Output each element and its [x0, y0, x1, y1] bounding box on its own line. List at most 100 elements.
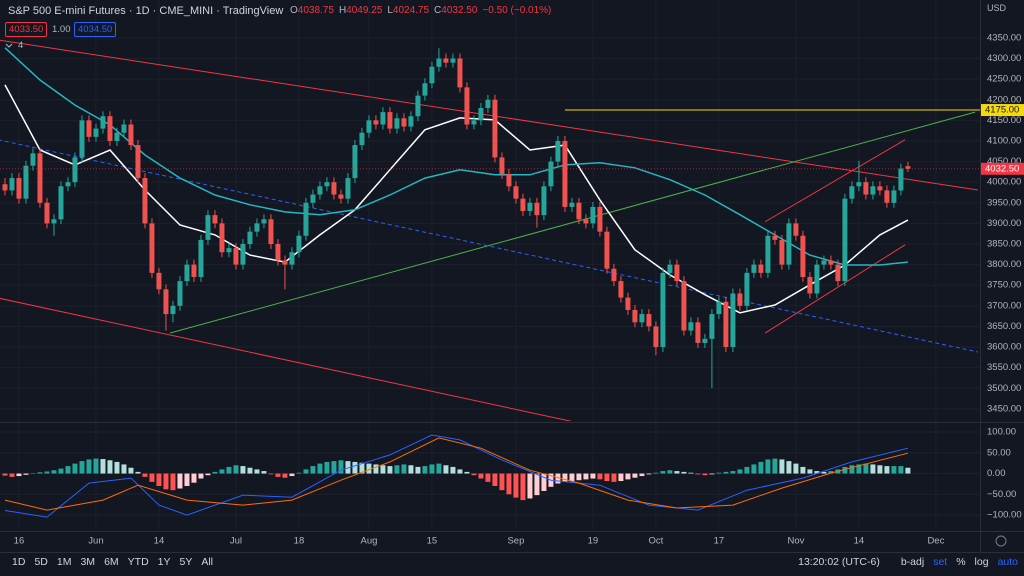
- x-tick-label: 18: [294, 536, 305, 547]
- option-button[interactable]: %: [956, 556, 966, 568]
- candle-body: [821, 260, 827, 265]
- macd-histogram-bar: [142, 473, 148, 477]
- range-button[interactable]: 3M: [80, 556, 96, 568]
- macd-histogram-bar: [492, 473, 498, 487]
- legend-value: 4024.75: [392, 5, 430, 16]
- candle-body: [2, 184, 8, 191]
- y-tick-label: 3650.00: [987, 321, 1021, 332]
- candle-body: [765, 235, 771, 273]
- candle-body: [296, 235, 302, 253]
- trend-line: [0, 139, 979, 353]
- candle-body: [254, 223, 260, 232]
- macd-histogram-bar: [786, 461, 792, 474]
- x-tick-label: Dec: [927, 536, 944, 547]
- macd-histogram-bar: [513, 473, 519, 498]
- candle-body: [198, 239, 204, 277]
- candle-body: [359, 132, 365, 146]
- y-tick-label: 3500.00: [987, 383, 1021, 394]
- range-button[interactable]: 5D: [34, 556, 48, 568]
- macd-histogram-bar: [765, 459, 771, 474]
- candle-body: [492, 99, 498, 158]
- moving-average: [4, 47, 908, 266]
- candle-body: [464, 87, 470, 125]
- candle-body: [870, 186, 876, 195]
- macd-histogram-bar: [478, 473, 484, 479]
- option-button[interactable]: b-adj: [900, 556, 925, 568]
- settings-icon[interactable]: [995, 535, 1007, 547]
- collapse-icon[interactable]: [5, 43, 13, 48]
- macd-histogram-bar: [702, 473, 708, 476]
- range-button[interactable]: All: [201, 556, 214, 568]
- candle-body: [282, 260, 288, 265]
- candle-body: [793, 223, 799, 236]
- candle-body: [471, 120, 477, 125]
- option-button[interactable]: auto: [997, 556, 1018, 568]
- candle-body: [303, 202, 309, 236]
- range-button[interactable]: 5Y: [179, 556, 193, 568]
- x-tick-label: 14: [854, 536, 865, 547]
- macd-pane: [2, 434, 911, 518]
- option-button[interactable]: set: [933, 556, 948, 568]
- sell-button[interactable]: 4033.50: [5, 22, 48, 37]
- macd-histogram-bar: [653, 472, 659, 474]
- macd-histogram-bar: [240, 466, 246, 474]
- range-toolbar: 1D 5D 1M 3M 6M YTD 1Y 5Y All: [12, 556, 213, 568]
- currency[interactable]: USD: [987, 3, 1007, 13]
- macd-histogram-bar: [30, 473, 36, 474]
- candle-body: [611, 268, 617, 282]
- macd-histogram-bar: [2, 473, 8, 476]
- candle-body: [485, 99, 491, 108]
- candle-body: [772, 235, 778, 240]
- candle-body: [835, 264, 841, 282]
- candle-body: [849, 186, 855, 199]
- y-tick-label: −50.00: [987, 489, 1016, 500]
- symbol-title: S&P 500 E-mini Futures · 1D · CME_MINI ·…: [8, 5, 284, 17]
- candle-body: [338, 194, 344, 199]
- macd-histogram-bar: [268, 473, 274, 475]
- macd-histogram-bar: [114, 461, 120, 474]
- y-tick-label: 4150.00: [987, 115, 1021, 126]
- candle-body: [205, 215, 211, 240]
- candle-body: [86, 120, 92, 137]
- candle-body: [842, 198, 848, 282]
- buy-button[interactable]: 4034.50: [74, 22, 117, 37]
- candle-body: [163, 289, 169, 315]
- candle-body: [527, 202, 533, 212]
- macd-histogram-bar: [51, 470, 57, 474]
- candle-body: [758, 264, 764, 273]
- candle-body: [16, 178, 22, 199]
- candle-body: [625, 297, 631, 310]
- candle-body: [387, 112, 393, 129]
- candle-body: [828, 260, 834, 265]
- candle-body: [576, 202, 582, 220]
- candle-body: [562, 140, 568, 207]
- range-button[interactable]: 6M: [104, 556, 119, 568]
- candle-body: [807, 276, 813, 294]
- macd-histogram-bar: [583, 473, 589, 480]
- option-button[interactable]: log: [974, 556, 989, 568]
- range-button[interactable]: 1M: [56, 556, 72, 568]
- macd-histogram-bar: [807, 469, 813, 474]
- candle-body: [51, 219, 57, 224]
- macd-histogram-bar: [681, 471, 687, 474]
- candle-body: [786, 223, 792, 265]
- indicator-count[interactable]: 4: [18, 40, 24, 51]
- range-button[interactable]: 1Y: [157, 556, 171, 568]
- y-tick-label: 3700.00: [987, 300, 1021, 311]
- price-pane: [0, 39, 980, 421]
- macd-histogram-bar: [863, 463, 869, 474]
- macd-histogram-bar: [597, 473, 603, 480]
- macd-histogram-bar: [632, 473, 638, 478]
- macd-histogram-bar: [37, 472, 43, 474]
- macd-histogram-bar: [814, 471, 820, 474]
- y-tick-label: 3850.00: [987, 239, 1021, 250]
- range-button[interactable]: YTD: [127, 556, 149, 568]
- macd-histogram-bar: [751, 464, 757, 474]
- macd-histogram-bar: [261, 471, 267, 474]
- candle-body: [149, 223, 155, 273]
- range-button[interactable]: 1D: [12, 556, 26, 568]
- candle-body: [779, 239, 785, 265]
- candle-body: [702, 338, 708, 343]
